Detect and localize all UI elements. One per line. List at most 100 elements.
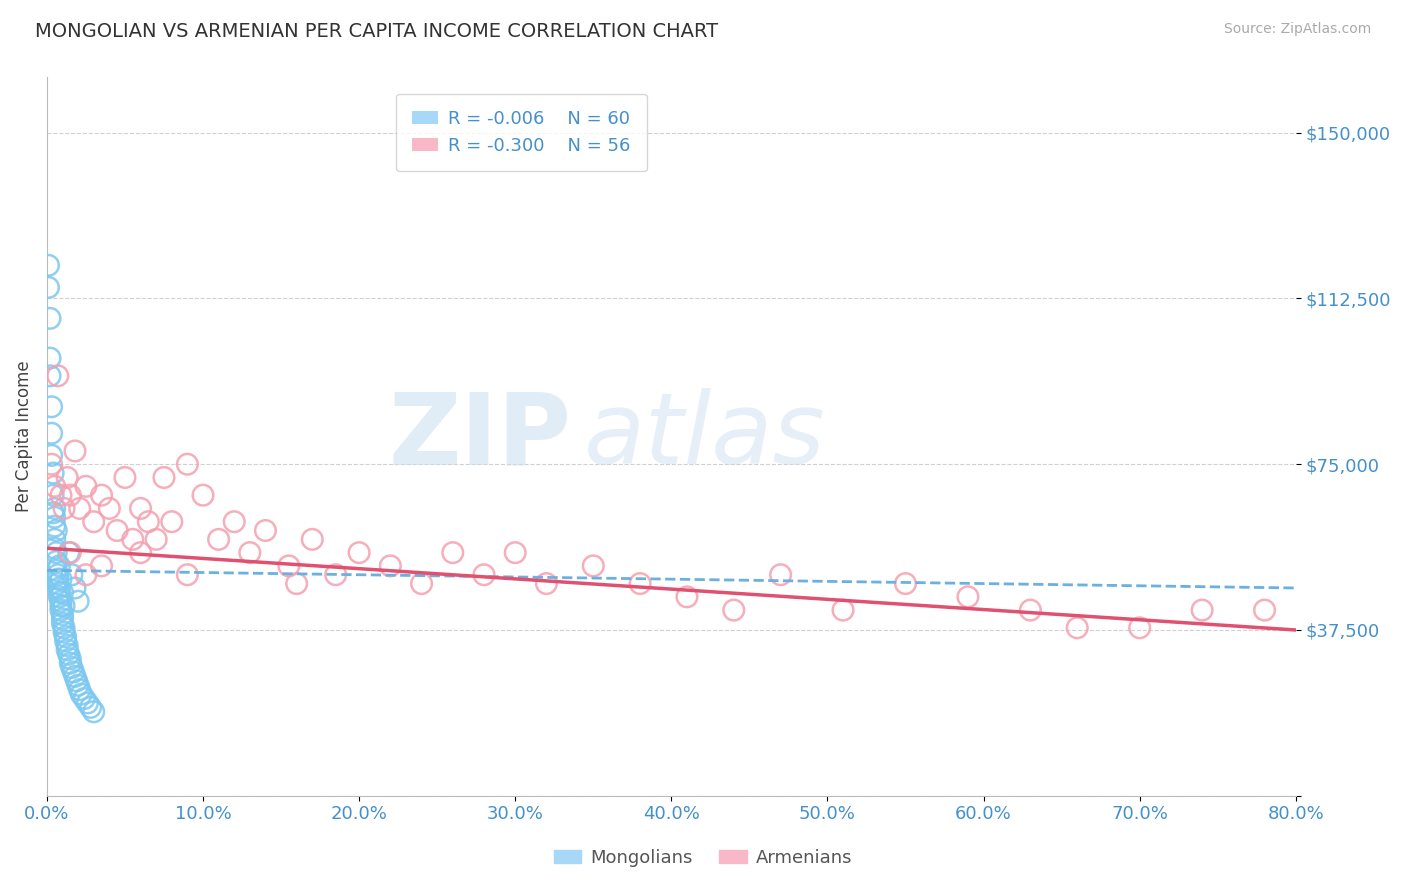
Point: [769, 567, 792, 582]
Point: [90, 558, 112, 573]
Point: [58, 546, 80, 560]
Point: [70, 687, 93, 701]
Point: [56, 470, 79, 484]
Point: [411, 576, 433, 591]
Point: [55, 634, 77, 648]
Point: [98, 501, 121, 516]
Point: [153, 470, 176, 484]
Point: [1253, 603, 1275, 617]
Point: [83, 515, 105, 529]
Point: [46, 567, 69, 582]
Point: [114, 470, 136, 484]
Point: [503, 546, 526, 560]
Point: [83, 705, 105, 719]
Point: [285, 576, 308, 591]
Point: [51, 616, 73, 631]
Point: [628, 576, 651, 591]
Point: [44, 510, 66, 524]
Point: [59, 651, 82, 665]
Point: [582, 558, 605, 573]
Point: [75, 567, 97, 582]
Point: [138, 515, 160, 529]
Point: [48, 585, 70, 599]
Point: [472, 567, 495, 582]
Point: [145, 533, 167, 547]
Point: [1191, 603, 1213, 617]
Point: [56, 643, 79, 657]
Point: [53, 625, 76, 640]
Point: [129, 501, 152, 516]
Point: [347, 546, 370, 560]
Point: [69, 501, 91, 516]
Point: [37, 280, 59, 294]
Point: [160, 515, 183, 529]
Y-axis label: Per Capita Income: Per Capita Income: [15, 360, 32, 512]
Point: [49, 594, 72, 608]
Point: [42, 506, 65, 520]
Point: [42, 488, 65, 502]
Point: [254, 524, 277, 538]
Point: [44, 541, 66, 556]
Point: [536, 576, 558, 591]
Point: [46, 368, 69, 383]
Point: [59, 546, 82, 560]
Text: MONGOLIAN VS ARMENIAN PER CAPITA INCOME CORRELATION CHART: MONGOLIAN VS ARMENIAN PER CAPITA INCOME …: [35, 22, 718, 41]
Point: [53, 501, 76, 516]
Point: [41, 426, 63, 441]
Point: [207, 533, 229, 547]
Point: [63, 581, 86, 595]
Point: [45, 524, 67, 538]
Point: [723, 603, 745, 617]
Point: [380, 558, 402, 573]
Point: [44, 533, 66, 547]
Point: [69, 682, 91, 697]
Point: [55, 630, 77, 644]
Text: ZIP: ZIP: [388, 388, 571, 485]
Point: [56, 639, 79, 653]
Point: [63, 444, 86, 458]
Point: [39, 311, 62, 326]
Point: [1019, 603, 1042, 617]
Point: [48, 590, 70, 604]
Point: [325, 567, 347, 582]
Point: [676, 590, 699, 604]
Point: [239, 546, 262, 560]
Point: [191, 488, 214, 502]
Text: Source: ZipAtlas.com: Source: ZipAtlas.com: [1223, 22, 1371, 37]
Point: [51, 585, 73, 599]
Point: [65, 673, 87, 688]
Point: [90, 488, 112, 502]
Point: [39, 351, 62, 365]
Point: [41, 457, 63, 471]
Point: [224, 515, 246, 529]
Text: atlas: atlas: [583, 388, 825, 485]
Point: [441, 546, 464, 560]
Point: [53, 621, 76, 635]
Point: [63, 669, 86, 683]
Point: [73, 691, 96, 706]
Point: [45, 563, 67, 577]
Point: [76, 696, 98, 710]
Point: [176, 457, 198, 471]
Point: [956, 590, 979, 604]
Point: [121, 533, 143, 547]
Point: [832, 603, 855, 617]
Legend: Mongolians, Armenians: Mongolians, Armenians: [547, 842, 859, 874]
Point: [45, 546, 67, 560]
Point: [49, 603, 72, 617]
Point: [49, 599, 72, 613]
Point: [48, 581, 70, 595]
Point: [62, 665, 84, 679]
Point: [105, 524, 128, 538]
Point: [39, 368, 62, 383]
Point: [301, 533, 323, 547]
Point: [894, 576, 917, 591]
Point: [53, 599, 76, 613]
Point: [129, 546, 152, 560]
Point: [46, 572, 69, 586]
Point: [51, 612, 73, 626]
Point: [42, 466, 65, 480]
Point: [60, 660, 83, 674]
Point: [58, 648, 80, 662]
Point: [75, 479, 97, 493]
